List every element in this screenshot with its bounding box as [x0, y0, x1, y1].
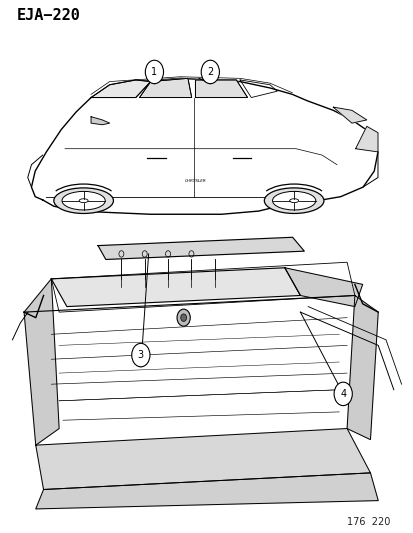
Text: 1: 1 — [151, 67, 157, 77]
Circle shape — [201, 60, 219, 84]
Text: 176  220: 176 220 — [346, 516, 389, 527]
Polygon shape — [284, 268, 362, 306]
Ellipse shape — [289, 199, 298, 203]
Polygon shape — [36, 473, 377, 509]
Ellipse shape — [264, 188, 323, 213]
Text: CHRYSLER: CHRYSLER — [184, 179, 206, 183]
Polygon shape — [91, 117, 109, 125]
Text: 2: 2 — [206, 67, 213, 77]
Polygon shape — [332, 107, 366, 123]
Polygon shape — [24, 279, 59, 445]
Polygon shape — [36, 429, 370, 489]
Circle shape — [177, 309, 190, 326]
Ellipse shape — [272, 191, 315, 210]
Polygon shape — [346, 295, 377, 440]
Circle shape — [333, 382, 351, 406]
Polygon shape — [98, 237, 304, 260]
Text: 4: 4 — [339, 389, 345, 399]
Text: EJA−220: EJA−220 — [17, 8, 80, 23]
Polygon shape — [51, 268, 300, 306]
Circle shape — [180, 314, 186, 321]
Polygon shape — [91, 80, 150, 98]
Text: 3: 3 — [138, 350, 144, 360]
Ellipse shape — [62, 191, 105, 210]
Polygon shape — [139, 78, 191, 98]
Ellipse shape — [54, 188, 113, 213]
Ellipse shape — [79, 199, 88, 203]
Polygon shape — [195, 80, 247, 98]
Circle shape — [131, 343, 150, 367]
Polygon shape — [355, 126, 377, 152]
Polygon shape — [31, 78, 377, 214]
Circle shape — [145, 60, 163, 84]
